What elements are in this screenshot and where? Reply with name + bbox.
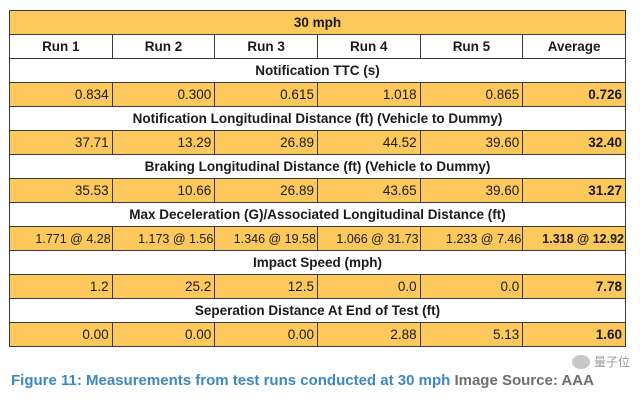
run-value: 43.65 xyxy=(316,178,421,203)
average-value: 32.40 xyxy=(522,130,626,155)
col-header: Run 5 xyxy=(419,34,524,59)
run-value: 37.71 xyxy=(9,130,113,155)
table-row: 0.00 0.00 0.00 2.88 5.13 1.60 xyxy=(9,322,626,347)
section-label-row: Seperation Distance At End of Test (ft) xyxy=(9,298,626,323)
section-label-row: Notification TTC (s) xyxy=(9,58,626,83)
run-value: 0.300 xyxy=(111,82,216,107)
run-value: 0.0 xyxy=(419,274,524,299)
run-value: 13.29 xyxy=(111,130,216,155)
caption-source-text: Image Source: AAA xyxy=(454,372,594,389)
run-value: 25.2 xyxy=(111,274,216,299)
col-header: Run 2 xyxy=(111,34,216,59)
section-label: Impact Speed (mph) xyxy=(9,250,626,275)
col-header: Run 1 xyxy=(9,34,113,59)
section-label-row: Impact Speed (mph) xyxy=(9,250,626,275)
section-label: Notification TTC (s) xyxy=(9,58,626,83)
col-header: Average xyxy=(522,34,626,59)
run-value: 1.2 xyxy=(9,274,113,299)
run-value: 0.00 xyxy=(9,322,113,347)
measurements-table-wrap: 30 mph Run 1 Run 2 Run 3 Run 4 Run 5 Ave… xyxy=(9,10,626,347)
section-label: Notification Longitudinal Distance (ft) … xyxy=(9,106,626,131)
run-value: 39.60 xyxy=(419,130,524,155)
measurements-table: 30 mph Run 1 Run 2 Run 3 Run 4 Run 5 Ave… xyxy=(9,10,626,347)
table-row: 1.771 @ 4.28 1.173 @ 1.56 1.346 @ 19.58 … xyxy=(9,226,626,251)
section-label-row: Notification Longitudinal Distance (ft) … xyxy=(9,106,626,131)
run-value: 0.865 xyxy=(419,82,524,107)
run-value: 1.173 @ 1.56 xyxy=(111,226,216,251)
run-value: 44.52 xyxy=(316,130,421,155)
run-value: 2.88 xyxy=(316,322,421,347)
section-label-row: Braking Longitudinal Distance (ft) (Vehi… xyxy=(9,154,626,179)
run-value: 1.346 @ 19.58 xyxy=(214,226,318,251)
run-value: 0.0 xyxy=(316,274,421,299)
run-value: 39.60 xyxy=(419,178,524,203)
section-label: Max Deceleration (G)/Associated Longitud… xyxy=(9,202,626,227)
watermark: 量子位 xyxy=(571,353,630,370)
run-value: 26.89 xyxy=(214,178,318,203)
wechat-icon xyxy=(571,354,590,369)
average-value: 31.27 xyxy=(522,178,626,203)
run-value: 1.771 @ 4.28 xyxy=(9,226,113,251)
col-header: Run 3 xyxy=(214,34,318,59)
section-label: Seperation Distance At End of Test (ft) xyxy=(9,298,626,323)
table-row: 37.71 13.29 26.89 44.52 39.60 32.40 xyxy=(9,130,626,155)
average-value: 1.60 xyxy=(522,322,626,347)
table-row: 0.834 0.300 0.615 1.018 0.865 0.726 xyxy=(9,82,626,107)
title-row: 30 mph xyxy=(9,10,626,35)
section-label-row: Max Deceleration (G)/Associated Longitud… xyxy=(9,202,626,227)
run-value: 0.00 xyxy=(111,322,216,347)
col-header: Run 4 xyxy=(316,34,421,59)
section-label: Braking Longitudinal Distance (ft) (Vehi… xyxy=(9,154,626,179)
run-value: 1.018 xyxy=(316,82,421,107)
run-value: 1.233 @ 7.46 xyxy=(419,226,524,251)
run-value: 12.5 xyxy=(214,274,318,299)
figure-caption: Figure 11: Measurements from test runs c… xyxy=(11,372,594,389)
average-value: 7.78 xyxy=(522,274,626,299)
run-value: 1.066 @ 31.73 xyxy=(316,226,421,251)
table-row: 1.2 25.2 12.5 0.0 0.0 7.78 xyxy=(9,274,626,299)
caption-figure-text: Figure 11: Measurements from test runs c… xyxy=(11,372,451,389)
header-row: Run 1 Run 2 Run 3 Run 4 Run 5 Average xyxy=(9,34,626,59)
run-value: 26.89 xyxy=(214,130,318,155)
run-value: 5.13 xyxy=(419,322,524,347)
run-value: 0.834 xyxy=(9,82,113,107)
average-value: 1.318 @ 12.92 xyxy=(522,226,626,251)
watermark-text: 量子位 xyxy=(593,355,630,369)
run-value: 0.615 xyxy=(214,82,318,107)
run-value: 0.00 xyxy=(214,322,318,347)
run-value: 35.53 xyxy=(9,178,113,203)
average-value: 0.726 xyxy=(522,82,626,107)
table-row: 35.53 10.66 26.89 43.65 39.60 31.27 xyxy=(9,178,626,203)
run-value: 10.66 xyxy=(111,178,216,203)
table-title: 30 mph xyxy=(9,10,626,35)
